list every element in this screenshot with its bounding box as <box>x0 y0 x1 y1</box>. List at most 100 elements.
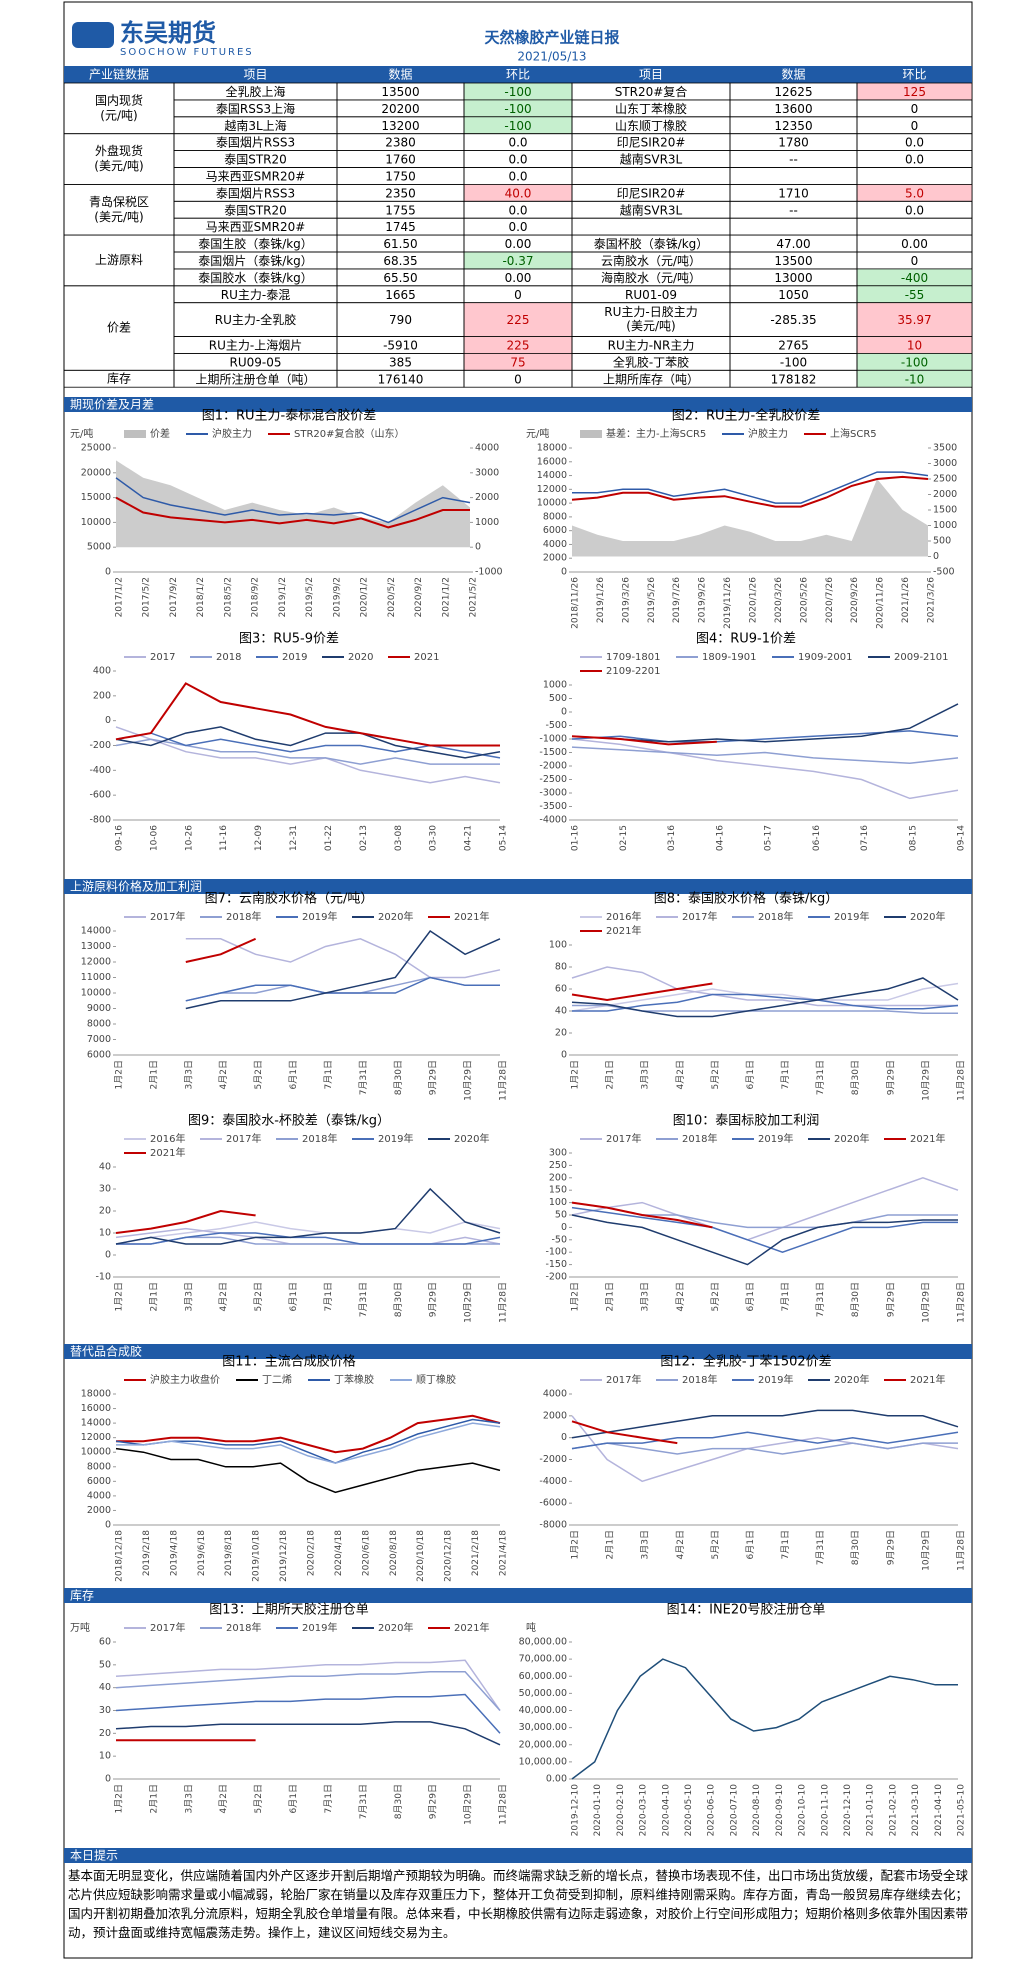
x-tick-label: 10月29日 <box>463 1784 474 1825</box>
legend-label: 2018年 <box>682 1373 717 1386</box>
x-tick-label: 2019/5/26 <box>647 577 657 623</box>
cell-up <box>464 336 572 354</box>
y-tick-label: 20 <box>99 1206 111 1217</box>
x-tick-label: 1月2日 <box>114 1282 125 1311</box>
x-tick-label: 7月1日 <box>780 1060 791 1089</box>
table-cell: 山东顺丁橡胶 <box>615 118 687 133</box>
table-cell: 68.35 <box>383 254 417 268</box>
x-tick-label: 4月2日 <box>675 1060 686 1089</box>
y-tick-label: -200 <box>545 1272 567 1283</box>
x-tick-label: 2020/9/26 <box>850 577 860 623</box>
line-series <box>571 966 958 1007</box>
chart-title: 图1：RU主力-泰标混合胶价差 <box>202 408 377 424</box>
table-cell: 泰国胶水（泰铢/kg） <box>198 270 313 285</box>
y-tick-label: 100 <box>549 940 567 951</box>
table-cell-border <box>729 217 858 236</box>
cell-down <box>464 252 572 269</box>
table-cell: 225 <box>507 313 530 327</box>
y-tick-label: 50 <box>99 1659 111 1670</box>
y-tick-label: 0 <box>105 1520 111 1531</box>
x-tick-label: 01-22 <box>324 825 334 851</box>
x-tick-label: 5月2日 <box>253 1060 264 1089</box>
y-tick-label: 50 <box>555 1210 567 1221</box>
y-tick-label: 30,000.00 <box>519 1722 567 1733</box>
y-tick-label: 6000 <box>543 525 567 536</box>
line-series <box>571 730 959 743</box>
y-tick-label: -3500 <box>539 801 567 812</box>
table-cell: 125 <box>903 85 926 99</box>
x-tick-label: 2020-08-10 <box>752 1784 762 1837</box>
y2-tick-label: 500 <box>933 536 951 547</box>
table-cell: 65.50 <box>383 271 417 285</box>
y-tick-label: 50,000.00 <box>519 1688 567 1699</box>
x-tick-label: 3月3日 <box>183 1282 194 1311</box>
x-tick-label: 02-15 <box>619 825 629 851</box>
table-header-cell: 数据 <box>388 67 412 82</box>
x-tick-label: 2018/12/18 <box>115 1530 125 1582</box>
y-tick-label: 4000 <box>543 1389 567 1400</box>
x-tick-label: 8月30日 <box>393 1060 404 1095</box>
x-tick-label: 04-16 <box>715 825 725 851</box>
table-cell: 0 <box>911 102 919 116</box>
legend-label: 2020 <box>348 652 373 663</box>
x-tick-label: 1月2日 <box>570 1530 581 1559</box>
line-series <box>115 682 500 747</box>
table-cell-border <box>571 167 731 185</box>
chart-title: 图11：主流合成胶价格 <box>222 1354 356 1370</box>
legend-label: 2018年 <box>682 1132 717 1145</box>
y-tick-label: 16000 <box>81 1403 111 1414</box>
x-tick-label: 6月1日 <box>745 1530 756 1559</box>
line-series <box>115 1447 501 1494</box>
legend-label: 沪胶主力收盘价 <box>150 1373 220 1386</box>
x-tick-label: 2020-04-10 <box>661 1784 671 1837</box>
y-tick-label: 14000 <box>81 1418 111 1429</box>
line-series <box>571 1431 959 1450</box>
line-series <box>571 703 959 743</box>
x-tick-label: 12-09 <box>254 825 264 851</box>
y-tick-label: 30 <box>99 1705 111 1716</box>
x-tick-label: 7月1日 <box>780 1282 791 1311</box>
y-tick-label: 250 <box>549 1160 567 1171</box>
x-tick-label: 2020-01-10 <box>593 1784 603 1837</box>
x-tick-label: 2020/1/2 <box>360 577 370 617</box>
y2-tick-label: 2000 <box>475 492 499 503</box>
x-tick-label: 2017/9/2 <box>169 577 179 617</box>
legend-label: 2019年 <box>378 1132 413 1145</box>
x-tick-label: 2020-05-10 <box>684 1784 694 1837</box>
legend-label: 2020年 <box>834 1132 869 1145</box>
y-tick-label: -800 <box>89 815 111 826</box>
y-tick-label: 6000 <box>87 1476 111 1487</box>
x-tick-label: 11-16 <box>219 825 229 851</box>
line-series <box>571 735 717 746</box>
y-tick-label: -2000 <box>539 761 567 772</box>
table-cell: -100 <box>901 355 928 369</box>
y2-tick-label: 1000 <box>475 517 499 528</box>
x-tick-label: 10月29日 <box>920 1060 931 1101</box>
line-series <box>571 746 959 765</box>
y-tick-label: 8000 <box>87 1019 111 1030</box>
x-tick-label: 5月2日 <box>710 1060 721 1089</box>
table-cell-border <box>856 167 973 185</box>
table-cell: -100 <box>504 102 531 116</box>
y-tick-label: -4000 <box>539 1476 567 1487</box>
legend-label: 2021年 <box>454 910 489 923</box>
x-tick-label: 10月29日 <box>920 1530 931 1571</box>
section-bar <box>64 1344 972 1359</box>
y-tick-label: 400 <box>93 666 111 677</box>
x-tick-label: 2020-07-10 <box>729 1784 739 1837</box>
y-tick-label: 20,000.00 <box>519 1739 567 1750</box>
x-tick-label: 2020/3/26 <box>774 577 784 623</box>
x-tick-label: 2018/11/26 <box>571 577 581 629</box>
y-tick-label: 7000 <box>87 1034 111 1045</box>
x-tick-label: 10月29日 <box>920 1282 931 1323</box>
legend-swatch <box>580 430 602 438</box>
x-tick-label: 2019/1/2 <box>278 577 288 617</box>
x-tick-label: 6月1日 <box>745 1060 756 1089</box>
y2-tick-label: -500 <box>933 567 955 578</box>
table-cell: 泰国杯胶（泰铢/kg） <box>594 236 709 251</box>
y-tick-label: 12000 <box>81 1432 111 1443</box>
y-tick-label: 2000 <box>87 1505 111 1516</box>
table-cell: 2380 <box>385 136 416 150</box>
y-tick-label: -2000 <box>539 1454 567 1465</box>
y-tick-label: 60 <box>99 1637 111 1648</box>
